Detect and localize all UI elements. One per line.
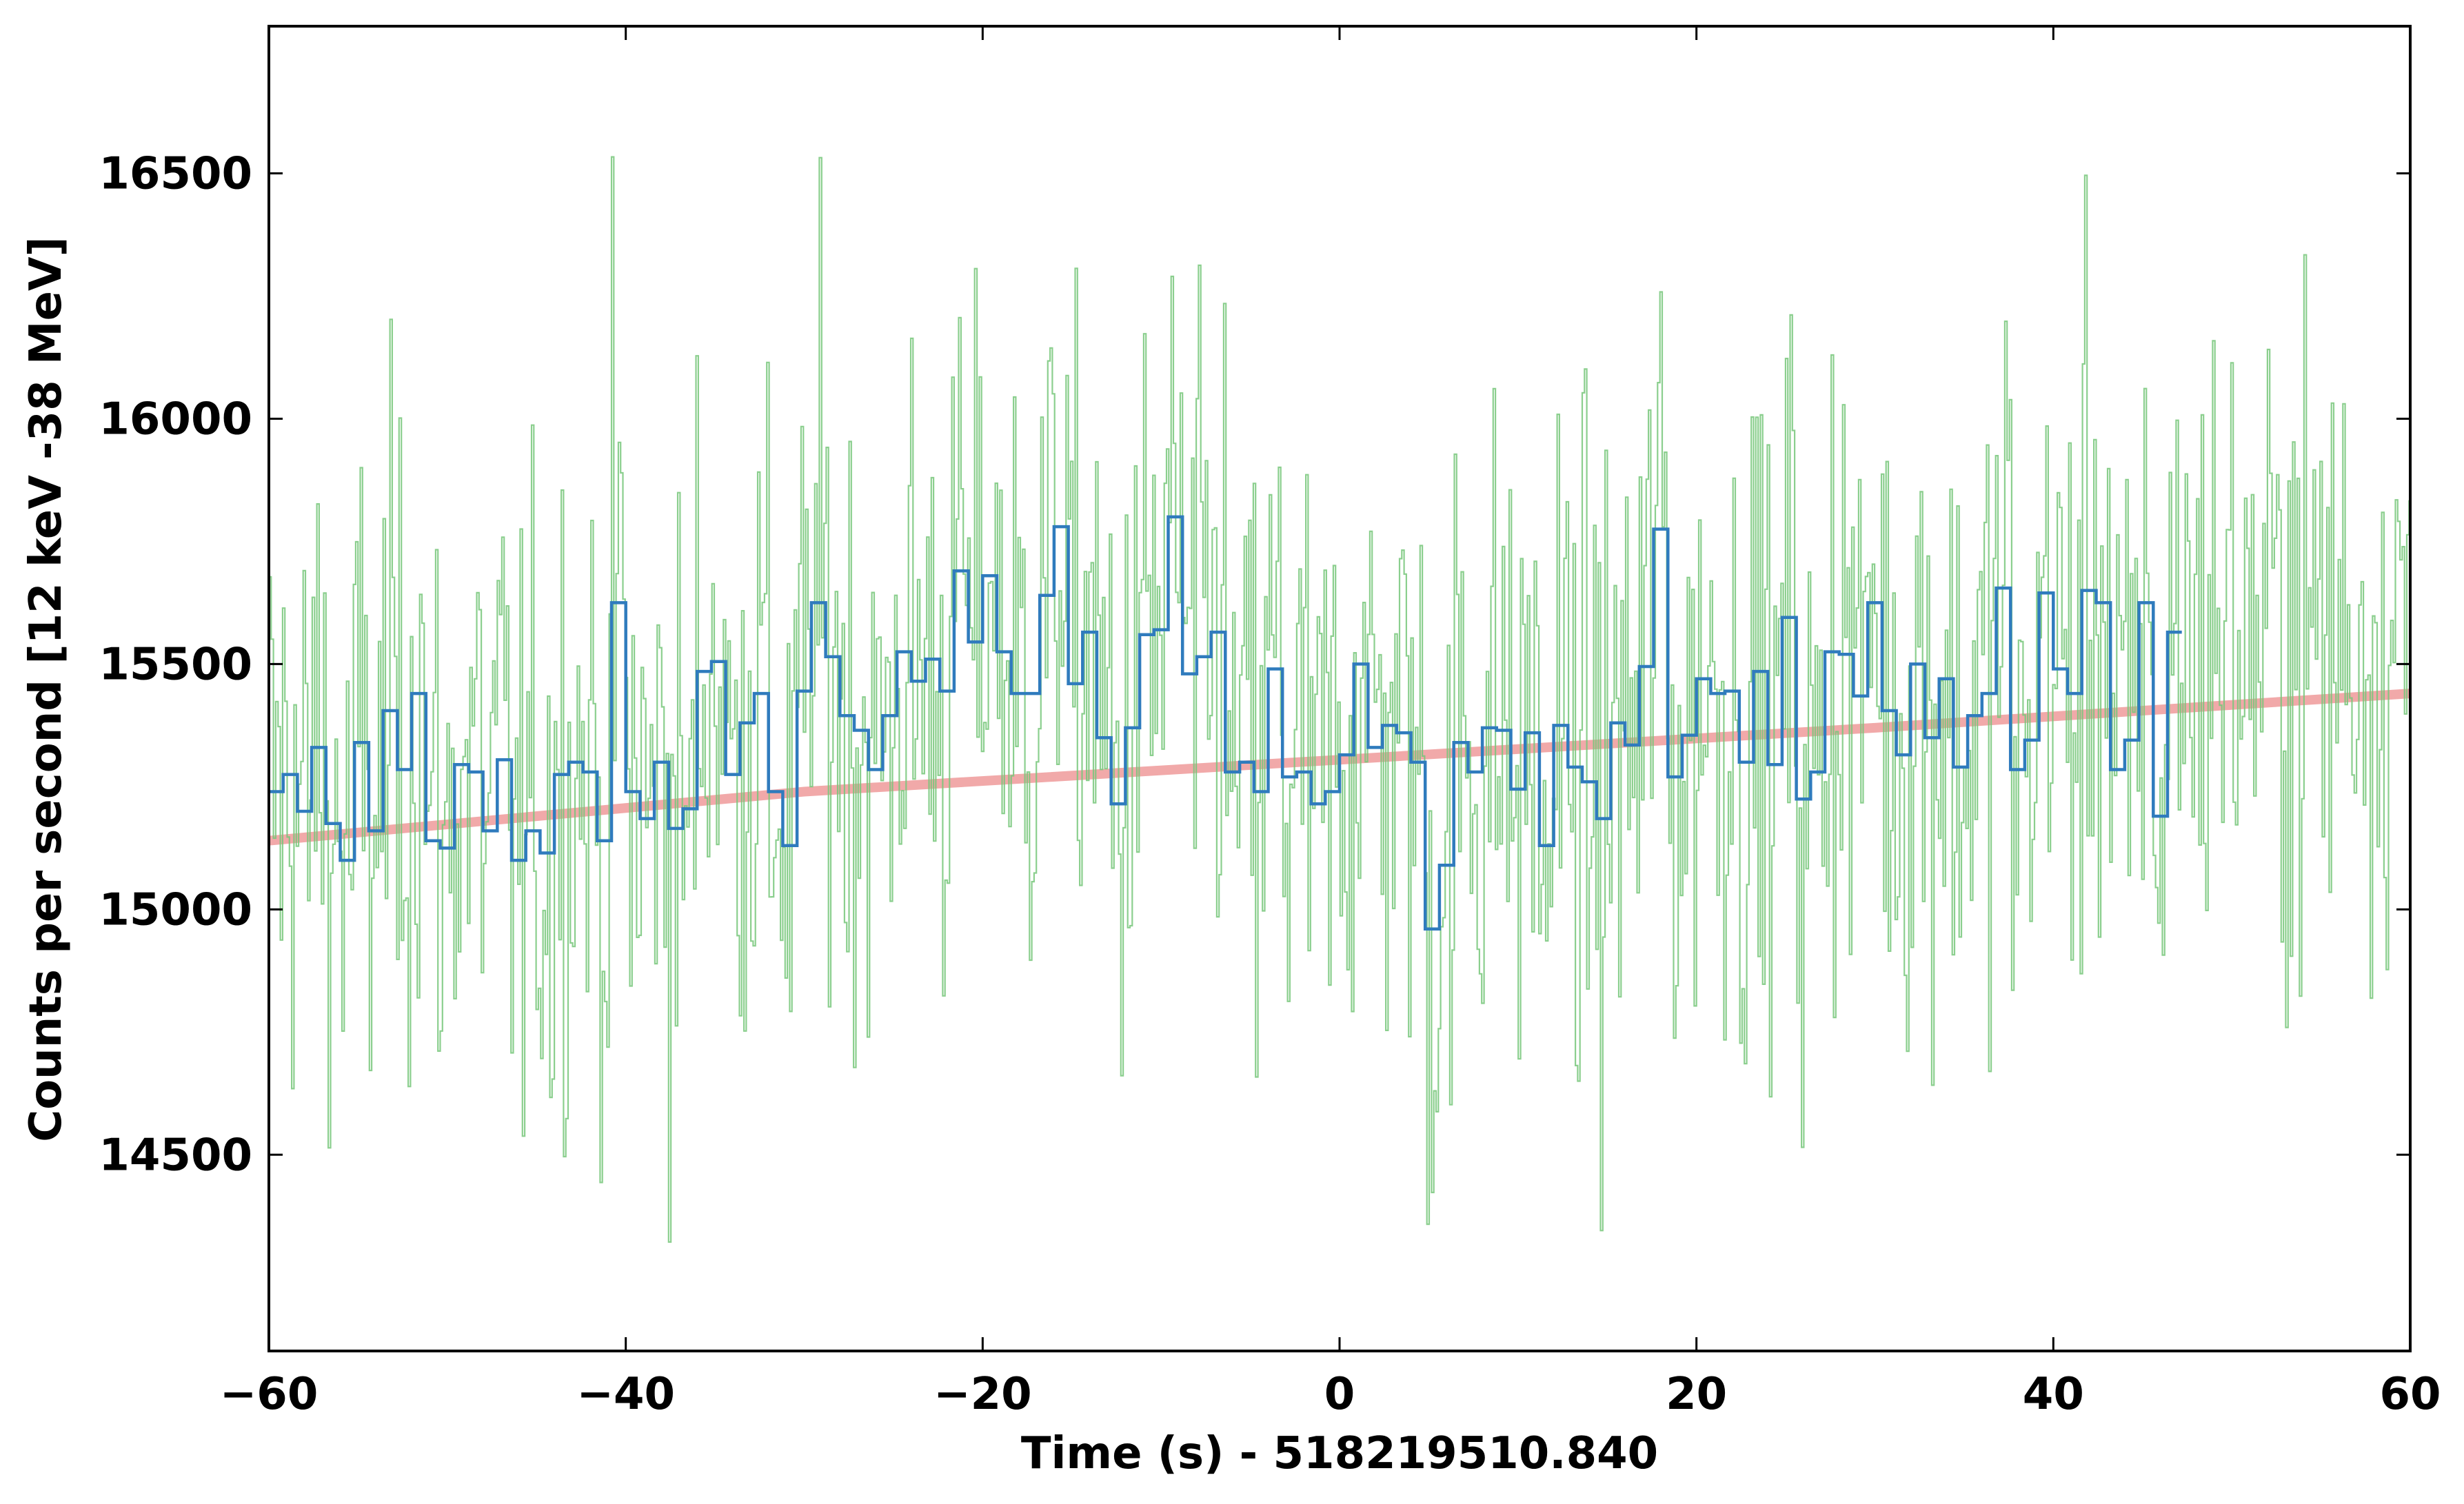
y-tick-label: 16000 [99, 394, 252, 445]
y-tick-label: 15500 [99, 639, 252, 690]
x-tick-label: −60 [220, 1369, 319, 1420]
y-axis-title: Counts per second [12 keV -38 MeV] [21, 236, 72, 1142]
y-tick-label: 14500 [99, 1130, 252, 1181]
x-tick-label: 0 [1324, 1369, 1355, 1420]
x-axis: −60 −40 −20 0 20 40 60 [220, 26, 2441, 1420]
y-axis: 14500 15000 15500 16000 16500 [99, 149, 2410, 1181]
x-axis-title: Time (s) - 518219510.840 [1021, 1428, 1658, 1479]
series-layer [269, 156, 2410, 1243]
x-tick-label: −40 [576, 1369, 675, 1420]
x-tick-label: 40 [2023, 1369, 2084, 1420]
y-tick-label: 16500 [99, 149, 252, 200]
y-tick-label: 15000 [99, 884, 252, 935]
x-tick-label: −20 [933, 1369, 1032, 1420]
binned-step-line [269, 515, 2182, 931]
x-tick-label: 60 [2379, 1369, 2441, 1420]
x-tick-label: 20 [1666, 1369, 1727, 1420]
